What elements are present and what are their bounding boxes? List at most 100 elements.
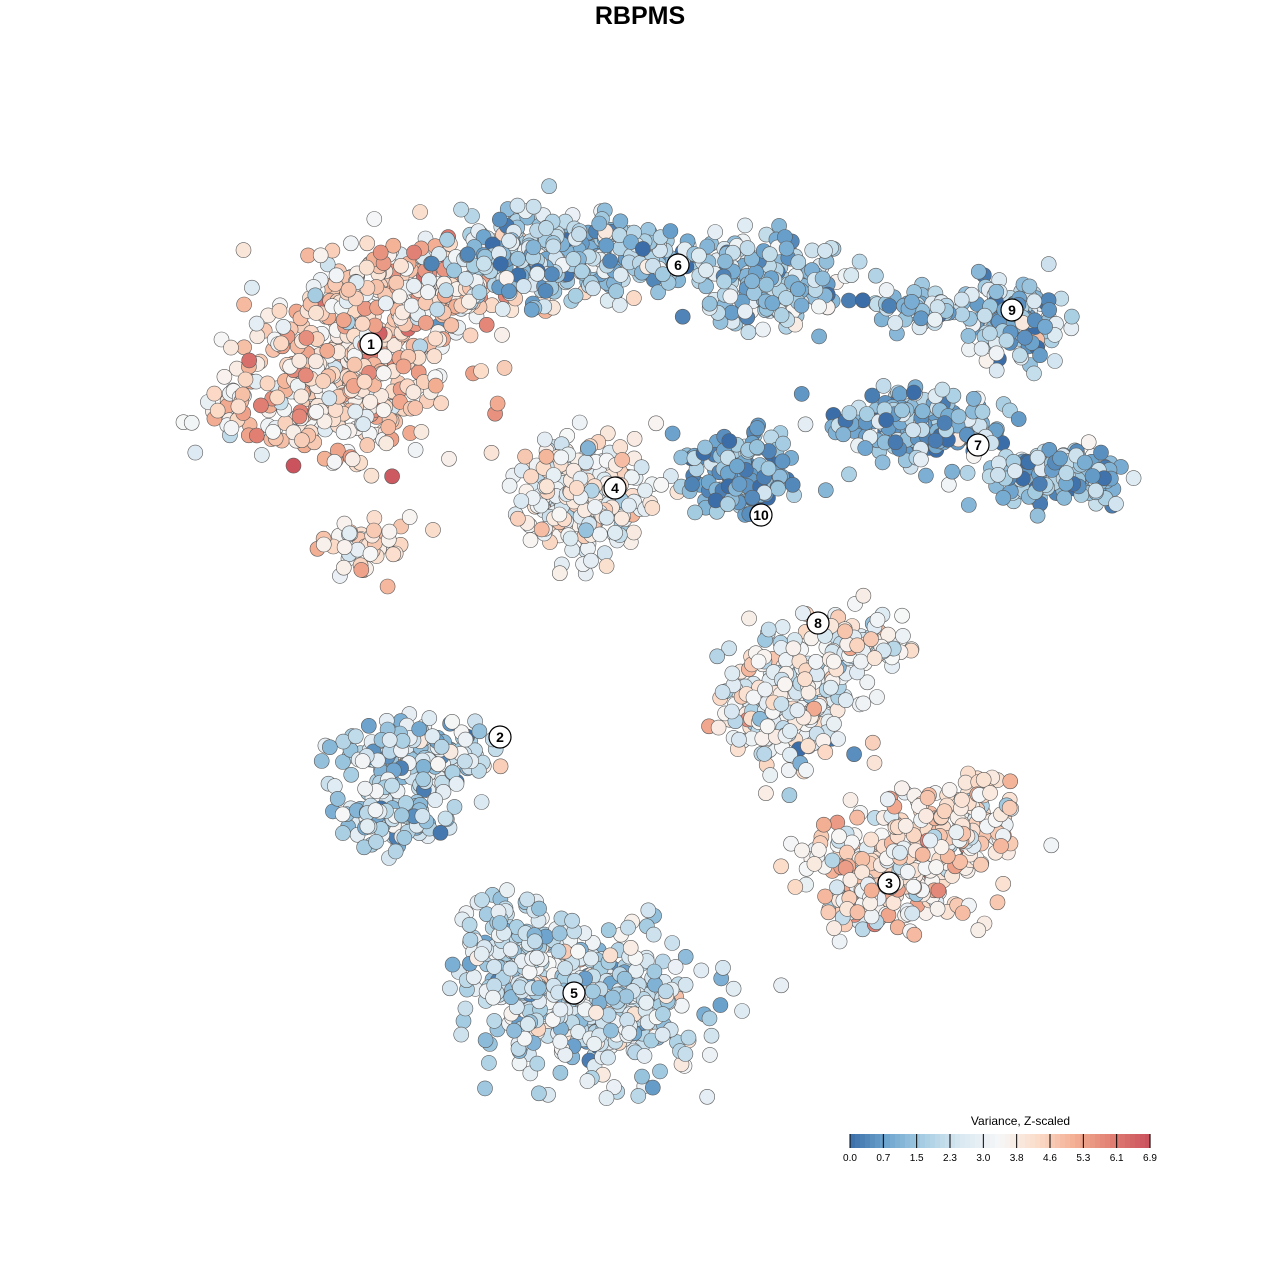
- data-point: [375, 365, 392, 382]
- data-point: [636, 1048, 653, 1064]
- data-point: [794, 842, 810, 859]
- data-point: [737, 303, 753, 320]
- colorbar-tick-label: 1.5: [910, 1153, 924, 1164]
- data-point: [486, 959, 503, 975]
- data-point: [954, 792, 970, 808]
- data-point: [471, 723, 488, 740]
- data-point: [557, 1047, 574, 1063]
- data-point: [710, 719, 727, 736]
- data-point: [693, 962, 710, 979]
- data-point: [929, 900, 946, 917]
- data-point: [1037, 318, 1053, 335]
- data-point: [372, 244, 389, 261]
- data-point: [620, 919, 636, 936]
- data-point: [360, 717, 377, 734]
- data-point: [293, 388, 310, 405]
- data-point: [529, 1055, 546, 1072]
- data-point: [814, 270, 831, 287]
- data-point: [347, 403, 364, 420]
- data-point: [719, 496, 736, 513]
- data-point: [456, 753, 473, 770]
- data-point: [830, 731, 846, 747]
- data-point: [677, 948, 694, 965]
- cluster-label-7: 7: [966, 433, 990, 457]
- colorbar-segment: [1135, 1134, 1141, 1148]
- data-point: [515, 278, 532, 295]
- colorbar-segment: [1130, 1134, 1136, 1148]
- data-point: [438, 282, 454, 299]
- data-point: [712, 997, 729, 1013]
- data-point: [948, 824, 965, 841]
- data-point: [687, 504, 703, 521]
- data-point: [359, 235, 376, 252]
- data-point: [1021, 278, 1038, 295]
- data-point: [319, 342, 336, 359]
- data-point: [928, 859, 945, 876]
- data-point: [598, 237, 615, 254]
- data-point: [667, 959, 684, 975]
- data-point: [388, 274, 405, 291]
- data-point: [887, 315, 904, 331]
- colorbar-segment: [965, 1134, 971, 1148]
- data-point: [715, 959, 731, 976]
- data-point: [637, 482, 653, 499]
- colorbar-segment: [930, 1134, 936, 1148]
- data-point: [936, 803, 953, 820]
- data-point: [183, 414, 200, 431]
- data-point: [444, 713, 460, 730]
- data-point: [835, 426, 852, 443]
- data-point: [623, 469, 640, 486]
- colorbar-segment: [955, 1134, 961, 1148]
- data-point: [380, 419, 397, 435]
- data-point: [329, 790, 346, 807]
- data-point: [863, 908, 880, 925]
- cluster-label-5: 5: [562, 981, 586, 1005]
- data-point: [378, 435, 395, 452]
- data-point: [701, 295, 718, 312]
- data-point: [525, 239, 542, 256]
- colorbar-tick-label: 2.3: [943, 1153, 957, 1164]
- data-point: [353, 562, 370, 578]
- data-point: [248, 315, 265, 332]
- data-point: [648, 415, 664, 432]
- data-point: [811, 298, 827, 315]
- data-point: [442, 980, 458, 997]
- data-point: [940, 476, 957, 493]
- data-point: [499, 882, 515, 898]
- data-point: [457, 1000, 474, 1017]
- colorbar-segment: [885, 1134, 891, 1148]
- data-point: [633, 459, 650, 476]
- data-point: [521, 964, 538, 981]
- data-point: [621, 497, 637, 514]
- data-point: [1029, 449, 1046, 466]
- data-point: [645, 926, 662, 943]
- data-point: [739, 240, 756, 256]
- data-point: [697, 439, 713, 456]
- data-point: [393, 807, 410, 824]
- data-point: [506, 1022, 522, 1039]
- data-point: [583, 552, 599, 569]
- data-point: [486, 1013, 503, 1029]
- data-point: [789, 702, 806, 719]
- data-point: [1093, 444, 1109, 461]
- cluster-label-3: 3: [877, 871, 901, 895]
- colorbar-segment: [900, 1134, 906, 1148]
- cluster-label-text: 3: [885, 875, 893, 891]
- cluster-label-9: 9: [1000, 298, 1024, 322]
- data-point: [491, 211, 508, 228]
- data-point: [368, 833, 384, 850]
- data-point: [321, 739, 338, 756]
- colorbar-tick-label: 4.6: [1043, 1153, 1057, 1164]
- data-point: [770, 480, 786, 497]
- data-point: [731, 731, 747, 748]
- data-point: [750, 653, 767, 670]
- data-point: [737, 217, 753, 234]
- data-point: [424, 728, 441, 745]
- data-point: [553, 449, 570, 466]
- data-point: [209, 402, 226, 419]
- data-point: [406, 277, 422, 294]
- data-point: [905, 422, 921, 439]
- colorbar-segment: [1080, 1134, 1086, 1148]
- data-point: [420, 284, 436, 301]
